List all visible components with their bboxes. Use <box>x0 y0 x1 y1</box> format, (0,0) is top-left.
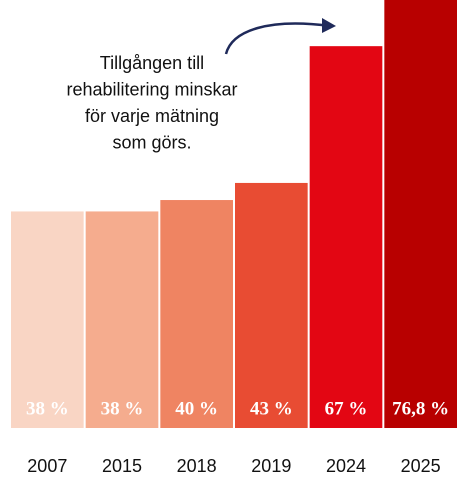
x-tick-label: 2019 <box>251 456 291 476</box>
x-tick-label: 2015 <box>102 456 142 476</box>
bar <box>235 182 308 428</box>
annotation-line: som görs. <box>112 132 191 152</box>
bar <box>309 46 383 429</box>
bar <box>11 211 84 428</box>
arrow-head <box>322 18 336 33</box>
value-label: 38 % <box>26 398 69 419</box>
value-label: 40 % <box>175 398 218 419</box>
x-tick-label: 2018 <box>177 456 217 476</box>
x-tick-label: 2025 <box>401 456 441 476</box>
bar <box>160 200 233 428</box>
annotation-line: för varje mätning <box>85 106 219 126</box>
annotation-line: Tillgången till <box>100 53 204 73</box>
value-label: 43 % <box>250 398 293 419</box>
value-label: 76,8 % <box>392 398 449 419</box>
x-tick-label: 2024 <box>326 456 366 476</box>
value-label: 38 % <box>101 398 144 419</box>
x-tick-label: 2007 <box>27 456 67 476</box>
bar <box>384 0 457 428</box>
bar <box>85 211 159 428</box>
annotation-arrow <box>224 22 331 55</box>
annotation-line: rehabilitering minskar <box>66 79 237 99</box>
value-label: 67 % <box>325 398 368 419</box>
